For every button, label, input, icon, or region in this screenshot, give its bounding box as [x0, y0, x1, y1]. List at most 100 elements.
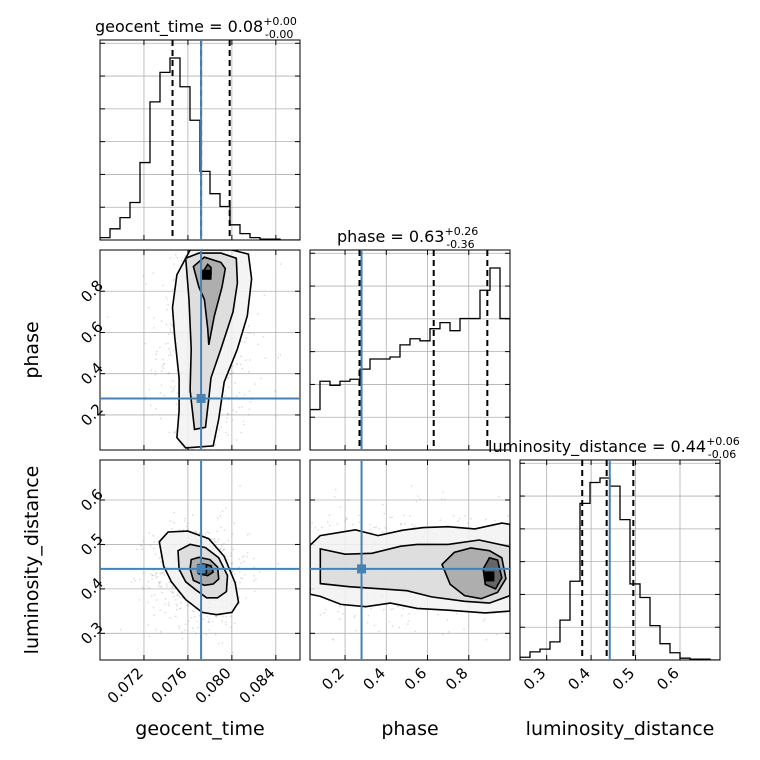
sample-point — [221, 462, 223, 464]
sample-point — [177, 625, 180, 628]
sample-point — [517, 558, 519, 560]
sample-point — [193, 217, 195, 219]
sample-point — [231, 570, 234, 573]
sample-point — [147, 306, 150, 309]
sample-point — [333, 496, 336, 498]
sample-point — [186, 522, 189, 525]
sample-point — [171, 379, 174, 382]
sample-point — [155, 577, 158, 579]
sample-point — [506, 514, 509, 517]
sample-point — [151, 578, 153, 581]
sample-point — [373, 624, 376, 627]
sample-point — [240, 562, 242, 564]
sample-point — [532, 579, 534, 581]
sample-point — [498, 495, 501, 498]
truth-marker — [357, 564, 367, 574]
sample-point — [233, 573, 236, 576]
sample-point — [148, 586, 151, 589]
sample-point — [159, 417, 162, 420]
contour-line — [196, 563, 215, 577]
sample-point — [212, 234, 214, 236]
y-tick-label: 0.6 — [77, 485, 107, 515]
sample-point — [163, 394, 166, 397]
sample-point — [154, 574, 156, 577]
sample-point — [239, 485, 241, 487]
sample-point — [414, 524, 417, 527]
sample-point — [208, 618, 211, 620]
title-geocent-time: geocent_time = 0.08+0.00 -0.00 — [95, 15, 297, 41]
sample-point — [213, 449, 215, 450]
sample-point — [232, 651, 234, 654]
sample-point — [317, 529, 319, 532]
sample-point — [403, 514, 406, 517]
sample-point — [178, 607, 181, 610]
sample-point — [217, 538, 220, 541]
sample-point — [212, 222, 214, 224]
sample-point — [456, 612, 458, 615]
sample-point — [164, 343, 167, 345]
sample-point — [159, 392, 162, 394]
sample-point — [238, 596, 241, 599]
sample-point — [169, 257, 172, 259]
sample-point — [241, 578, 244, 580]
sample-point — [165, 583, 168, 585]
sample-point — [218, 428, 220, 431]
scatter-geocent-time-vs-phase: 0.2 0.4 0.6 0.8 — [77, 203, 301, 464]
sample-point — [211, 620, 214, 623]
sample-point — [254, 383, 256, 386]
sample-point — [253, 575, 255, 577]
sample-point — [161, 370, 163, 372]
sample-point — [195, 530, 198, 533]
contour-line — [482, 556, 503, 590]
sample-point — [180, 453, 182, 455]
sample-point — [391, 516, 393, 519]
sample-point — [269, 556, 271, 558]
sample-point — [344, 520, 346, 522]
sample-point — [236, 363, 239, 366]
title-geocent-time-sub: -0.00 — [265, 28, 293, 41]
y-tick-label: 0.3 — [77, 619, 107, 649]
sample-point — [138, 599, 141, 601]
sample-point — [159, 573, 162, 575]
sample-point — [152, 534, 155, 537]
sample-point — [243, 393, 246, 396]
y-tick-label: 0.2 — [77, 400, 107, 430]
sample-point — [168, 581, 171, 583]
sample-point — [227, 555, 229, 558]
sample-point — [230, 626, 232, 629]
sample-point — [221, 203, 223, 205]
sample-point — [229, 373, 232, 376]
sample-point — [223, 542, 225, 545]
sample-point — [485, 638, 488, 641]
sample-point — [243, 555, 245, 557]
sample-point — [165, 296, 167, 299]
panel-frame — [99, 459, 301, 661]
sample-point — [225, 421, 228, 423]
sample-point — [169, 330, 172, 333]
sample-point — [238, 602, 241, 605]
sample-point — [172, 389, 175, 392]
sample-point — [223, 548, 225, 551]
title-phase-sub: -0.36 — [446, 238, 474, 251]
sample-point — [382, 608, 385, 611]
sample-point — [378, 527, 381, 530]
sample-point — [283, 598, 285, 600]
ylabel-luminosity-distance: luminosity_distance — [21, 466, 43, 655]
sample-point — [189, 232, 191, 234]
x-tick-label: 0.6 — [653, 664, 683, 694]
sample-point — [171, 586, 174, 589]
sample-point — [155, 628, 158, 631]
density-fill — [185, 253, 238, 430]
sample-point — [548, 556, 550, 558]
sample-point — [286, 594, 288, 596]
sample-point — [204, 224, 206, 226]
sample-point — [216, 517, 219, 520]
sample-point — [248, 390, 251, 393]
sample-point — [240, 363, 242, 366]
sample-point — [225, 507, 228, 509]
sample-point — [158, 557, 161, 560]
sample-point — [345, 517, 348, 519]
sample-point — [408, 613, 410, 615]
sample-point — [176, 593, 179, 596]
sample-point — [253, 333, 255, 336]
